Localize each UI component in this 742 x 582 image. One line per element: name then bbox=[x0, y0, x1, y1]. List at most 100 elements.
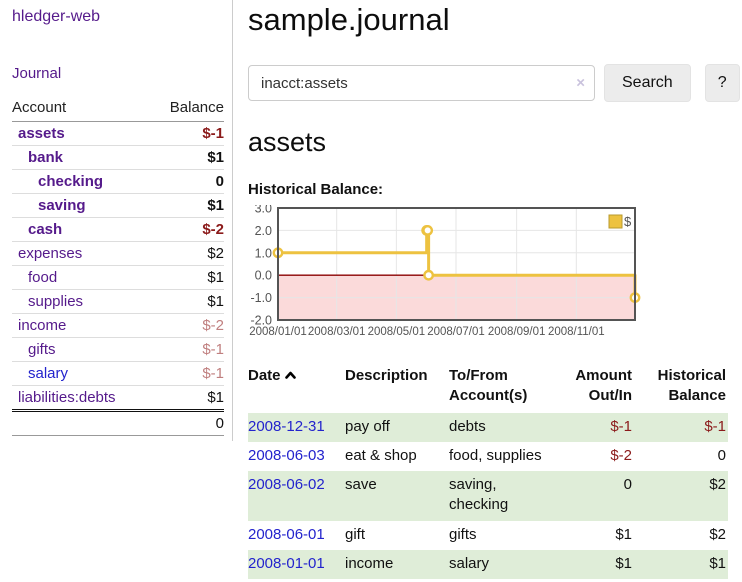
description-cell: pay off bbox=[345, 417, 390, 435]
transaction-date-link[interactable]: 2008-01-01 bbox=[248, 554, 325, 572]
svg-text:2008/05/01: 2008/05/01 bbox=[368, 326, 426, 338]
account-row: assets $-1 bbox=[12, 121, 224, 146]
account-name-cell: assets bbox=[12, 121, 152, 146]
historical-balance-chart: 2008/01/01 2008/03/01 2008/05/01 2008/07/01… bbox=[248, 202, 740, 352]
account-link[interactable]: liabilities:debts bbox=[18, 389, 116, 406]
amount-cell: $1 bbox=[615, 554, 632, 572]
search-bar: × Search ? bbox=[248, 64, 740, 102]
accounts-header-row: Account Balance bbox=[12, 97, 224, 122]
transaction-date-link[interactable]: 2008-06-02 bbox=[248, 476, 325, 493]
register-header-amount: Amount Out/In bbox=[575, 367, 632, 405]
register-header-balance: Historical Balance bbox=[657, 367, 726, 405]
register-body: 2008-12-31 pay off debts $-1 $-1 2008-06-03 ea… bbox=[248, 412, 728, 579]
description-cell: gift bbox=[345, 525, 366, 543]
account-link[interactable]: saving bbox=[38, 197, 86, 214]
transaction-date-link[interactable]: 2008-06-01 bbox=[248, 525, 325, 543]
tofrom-accounts-cell: debts bbox=[449, 417, 486, 435]
help-button[interactable]: ? bbox=[704, 64, 740, 102]
app-title-link[interactable]: hledger-web bbox=[12, 8, 101, 25]
account-row: cash $-2 bbox=[12, 217, 224, 242]
register-row: 2008-12-31 pay off debts $-1 $-1 bbox=[248, 412, 728, 442]
account-name-cell: liabilities:debts bbox=[12, 385, 152, 411]
account-row: liabilities:debts $1 bbox=[12, 385, 224, 411]
svg-text:-1.0: -1.0 bbox=[250, 291, 272, 305]
tofrom-accounts-cell: gifts bbox=[449, 525, 477, 543]
account-link[interactable]: food bbox=[28, 269, 58, 286]
account-row: saving $1 bbox=[12, 193, 224, 218]
accounts-body: assets $-1 bank $1 checking 0 saving $1 cash $-2 e… bbox=[12, 121, 224, 411]
register-row: 2008-06-03 eat & shop food, supplies $-2 0 bbox=[248, 442, 728, 471]
account-link[interactable]: salary bbox=[28, 365, 69, 382]
clear-search-icon[interactable]: × bbox=[576, 74, 585, 92]
amount-cell: 0 bbox=[623, 476, 632, 493]
balance-cell: $-1 bbox=[704, 417, 726, 435]
account-name-cell: saving bbox=[12, 193, 152, 218]
svg-text:3.0: 3.0 bbox=[255, 205, 272, 216]
amount-cell: $1 bbox=[615, 525, 632, 543]
account-link[interactable]: assets bbox=[18, 125, 65, 142]
account-link[interactable]: supplies bbox=[28, 293, 84, 310]
svg-text:0.0: 0.0 bbox=[255, 269, 272, 283]
account-balance: $-1 bbox=[151, 361, 224, 386]
svg-text:2008/09/01: 2008/09/01 bbox=[488, 326, 546, 338]
tofrom-accounts-cell: saving, checking bbox=[449, 476, 509, 514]
account-balance: $-2 bbox=[151, 217, 224, 242]
register-header-date-label: Date bbox=[248, 367, 281, 384]
date-cell: 2008-06-01 bbox=[248, 521, 345, 550]
description-cell: save bbox=[345, 476, 377, 493]
transaction-date-link[interactable]: 2008-06-03 bbox=[248, 446, 325, 464]
accounts-total-row: 0 bbox=[12, 409, 224, 436]
date-cell: 2008-06-03 bbox=[248, 442, 345, 471]
account-link[interactable]: cash bbox=[28, 221, 63, 238]
search-input-wrap: × bbox=[248, 65, 595, 101]
account-name-cell: food bbox=[12, 265, 152, 290]
register-table: Date Description To/From Account(s) Amou… bbox=[248, 364, 728, 579]
account-name-cell: income bbox=[12, 313, 152, 338]
main-content: sample.journal × Search ? assets Histori… bbox=[233, 0, 742, 579]
accounts-table: Account Balance assets $-1 bank $1 checking 0… bbox=[12, 97, 224, 436]
register-header-description: Description bbox=[345, 367, 428, 384]
account-name-cell: cash bbox=[12, 217, 152, 242]
accounts-header-balance: Balance bbox=[151, 97, 224, 122]
description-cell: eat & shop bbox=[345, 446, 417, 464]
account-name-cell: checking bbox=[12, 169, 152, 194]
search-button[interactable]: Search bbox=[604, 64, 691, 102]
account-balance: $1 bbox=[151, 145, 224, 170]
tofrom-accounts-cell: salary bbox=[449, 554, 490, 572]
register-row: 2008-06-02 save saving, checking 0 $2 bbox=[248, 471, 728, 521]
description-cell: income bbox=[345, 554, 394, 572]
account-balance: 0 bbox=[151, 169, 224, 194]
transaction-date-link[interactable]: 2008-12-31 bbox=[248, 417, 325, 435]
date-cell: 2008-06-02 bbox=[248, 471, 345, 521]
accounts-total-value: 0 bbox=[12, 409, 224, 436]
accounts-header-account: Account bbox=[12, 97, 152, 122]
account-link[interactable]: income bbox=[18, 317, 67, 334]
account-page-title: assets bbox=[248, 127, 327, 157]
register-header-date[interactable]: Date bbox=[248, 364, 345, 413]
account-balance: $1 bbox=[151, 385, 224, 411]
svg-text:2008/07/01: 2008/07/01 bbox=[427, 326, 485, 338]
journal-link[interactable]: Journal bbox=[12, 65, 62, 82]
account-balance: $-1 bbox=[151, 121, 224, 146]
account-balance: $1 bbox=[151, 193, 224, 218]
sort-ascending-icon[interactable] bbox=[284, 366, 296, 386]
balance-chart-svg: 2008/01/01 2008/03/01 2008/05/01 2008/07/01… bbox=[249, 202, 641, 338]
search-input[interactable] bbox=[248, 65, 595, 101]
account-row: income $-2 bbox=[12, 313, 224, 338]
account-link[interactable]: expenses bbox=[18, 245, 83, 262]
account-link[interactable]: checking bbox=[38, 173, 104, 190]
svg-text:1.0: 1.0 bbox=[255, 246, 272, 260]
account-balance: $1 bbox=[151, 265, 224, 290]
account-row: salary $-1 bbox=[12, 361, 224, 386]
sidebar: hledger-web Journal Account Balance asse… bbox=[0, 0, 233, 441]
account-link[interactable]: gifts bbox=[28, 341, 56, 358]
account-row: gifts $-1 bbox=[12, 337, 224, 362]
svg-text:2008/03/01: 2008/03/01 bbox=[308, 326, 366, 338]
account-name-cell: salary bbox=[12, 361, 152, 386]
register-row: 2008-06-01 gift gifts $1 $2 bbox=[248, 521, 728, 550]
account-balance: $-2 bbox=[151, 313, 224, 338]
amount-cell: $-1 bbox=[610, 417, 632, 435]
account-link[interactable]: bank bbox=[28, 149, 64, 166]
balance-cell: $2 bbox=[709, 476, 726, 493]
